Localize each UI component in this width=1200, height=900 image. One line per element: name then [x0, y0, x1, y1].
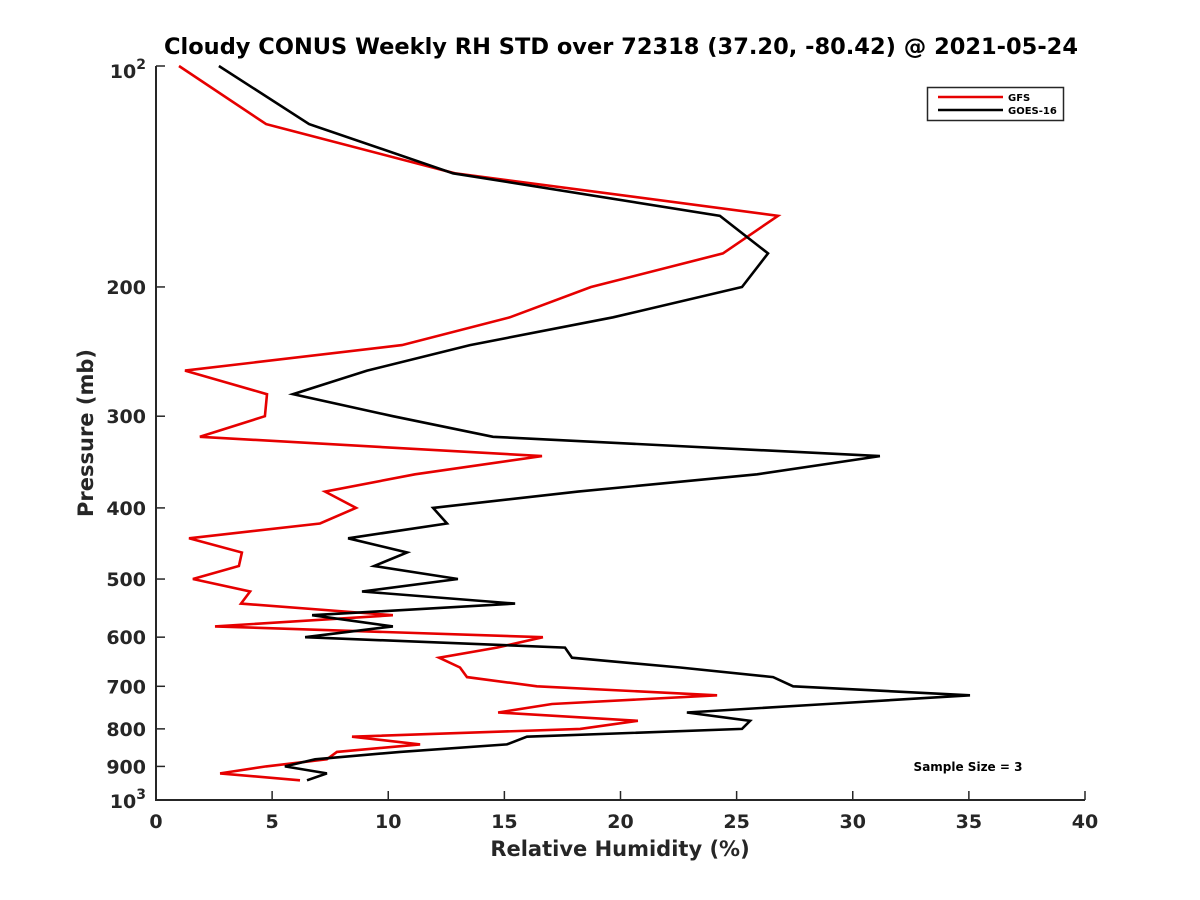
- x-tick-label: 10: [375, 811, 401, 833]
- x-tick-label: 5: [266, 811, 279, 833]
- series-line-goes16: [218, 64, 971, 782]
- series-line-gfs: [178, 64, 782, 782]
- chart-title: Cloudy CONUS Weekly RH STD over 72318 (3…: [164, 34, 1078, 60]
- legend-label-gfs: GFS: [1008, 93, 1030, 104]
- x-tick-label: 35: [956, 811, 982, 833]
- y-axis-label: Pressure (mb): [74, 349, 98, 517]
- y-tick-label: 500: [106, 569, 146, 591]
- y-tick-label: 600: [106, 627, 146, 649]
- y-tick-label: 103: [110, 787, 146, 813]
- x-tick-label: 15: [491, 811, 517, 833]
- x-tick-label: 30: [840, 811, 866, 833]
- y-tick-label: 400: [106, 498, 146, 520]
- y-tick-label: 800: [106, 719, 146, 741]
- x-tick-label: 20: [607, 811, 633, 833]
- y-tick-label: 300: [106, 406, 146, 428]
- y-tick-label: 200: [106, 277, 146, 299]
- y-tick-label: 900: [106, 756, 146, 778]
- x-axis-label: Relative Humidity (%): [490, 837, 749, 861]
- legend-box: [926, 86, 1065, 122]
- x-tick-label: 0: [149, 811, 162, 833]
- y-tick-label: 700: [106, 676, 146, 698]
- legend-label-goes16: GOES-16: [1008, 106, 1057, 117]
- y-tick-label: 102: [110, 57, 146, 83]
- x-axis-ticks: 0 5 10 15 20 25 30 35 40: [149, 791, 1098, 833]
- series-layer: [178, 64, 971, 782]
- sample-size-annotation: Sample Size = 3: [914, 760, 1023, 774]
- y-axis-ticks: 102 200 300 400 500 600 700 800 900 103: [106, 57, 165, 813]
- x-tick-label: 40: [1072, 811, 1098, 833]
- legend: GFS GOES-16: [926, 86, 1065, 122]
- x-tick-label: 25: [723, 811, 749, 833]
